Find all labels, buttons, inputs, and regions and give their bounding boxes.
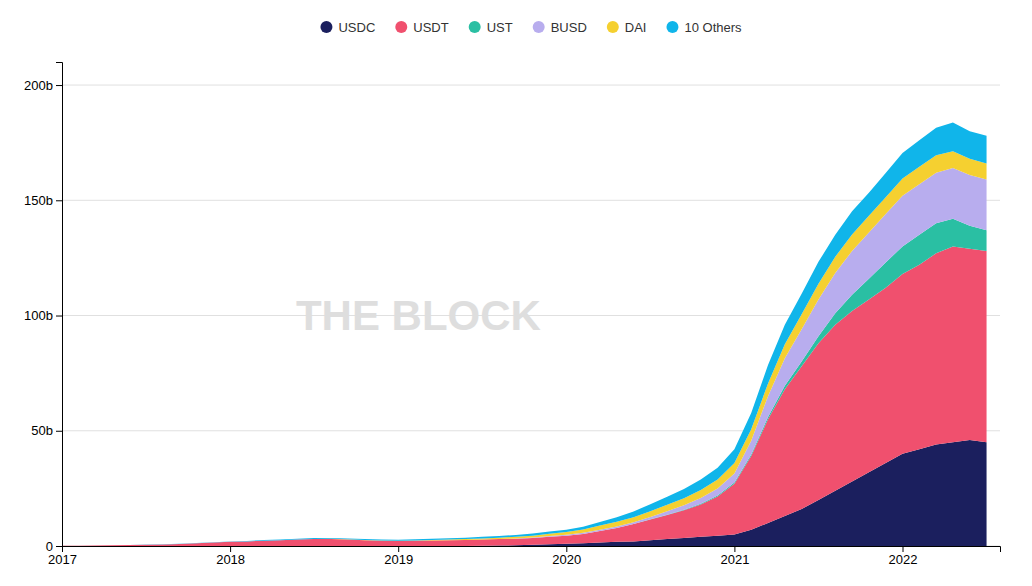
y-tick-label: 0 — [46, 539, 53, 554]
legend-label: 10 Others — [684, 20, 742, 35]
legend-label: USDC — [338, 20, 375, 35]
y-tick: 200b — [24, 78, 62, 93]
area — [62, 122, 987, 545]
legend-label: USDT — [413, 20, 448, 35]
y-tick-label: 50b — [31, 423, 53, 438]
y-tick-mark — [56, 431, 62, 432]
x-tick: 2021 — [720, 546, 749, 567]
x-tick-mark — [230, 546, 231, 552]
y-axis-line — [56, 63, 63, 547]
x-axis: 2017 2018 2019 2020 2021 2022 — [48, 546, 1000, 567]
legend-marker — [469, 21, 481, 33]
x-tick: 2020 — [552, 546, 581, 567]
y-tick-mark — [56, 85, 62, 86]
x-tick-label: 2020 — [552, 552, 581, 567]
legend-item: 10 Others — [666, 20, 742, 35]
x-tick-mark — [734, 546, 735, 552]
y-tick-label: 100b — [24, 308, 53, 323]
area — [62, 151, 987, 546]
legend: USDC USDT UST BUSD DAI 10 Others — [320, 20, 742, 35]
legend-item: DAI — [607, 20, 647, 35]
x-axis-line — [63, 547, 1001, 553]
y-tick-mark — [56, 200, 62, 201]
legend-label: UST — [487, 20, 513, 35]
x-tick-label: 2017 — [48, 552, 77, 567]
legend-item: USDC — [320, 20, 375, 35]
y-tick: 100b — [24, 308, 62, 323]
x-tick-mark — [903, 546, 904, 552]
y-tick: 150b — [24, 193, 62, 208]
y-tick-label: 200b — [24, 78, 53, 93]
areas — [62, 122, 987, 546]
x-tick: 2018 — [216, 546, 245, 567]
legend-marker — [607, 21, 619, 33]
y-tick: 0 — [46, 539, 62, 554]
legend-label: DAI — [625, 20, 647, 35]
y-tick-mark — [56, 316, 62, 317]
grid — [62, 85, 1000, 546]
y-tick: 50b — [31, 423, 62, 438]
x-tick-label: 2019 — [384, 552, 413, 567]
legend-item: BUSD — [533, 20, 587, 35]
x-tick: 2019 — [384, 546, 413, 567]
y-tick-mark — [56, 546, 62, 547]
x-tick-label: 2022 — [889, 552, 918, 567]
legend-item: UST — [469, 20, 513, 35]
legend-marker — [533, 21, 545, 33]
legend-label: BUSD — [551, 20, 587, 35]
legend-marker — [666, 21, 678, 33]
legend-marker — [320, 21, 332, 33]
legend-marker — [395, 21, 407, 33]
grid-line — [62, 200, 1000, 201]
legend-item: USDT — [395, 20, 448, 35]
grid-line — [62, 85, 1000, 86]
x-tick-mark — [398, 546, 399, 552]
x-tick: 2022 — [889, 546, 918, 567]
annotation: THE BLOCK — [296, 292, 541, 339]
y-tick-label: 150b — [24, 193, 53, 208]
x-tick-mark — [566, 546, 567, 552]
x-tick-label: 2018 — [216, 552, 245, 567]
y-axis: 0 50b 100b 150b 200b — [24, 63, 62, 554]
x-tick-label: 2021 — [720, 552, 749, 567]
chart: THE BLOCK 2017 2018 2019 2020 2021 2022 0 50b 100… — [0, 0, 1032, 586]
